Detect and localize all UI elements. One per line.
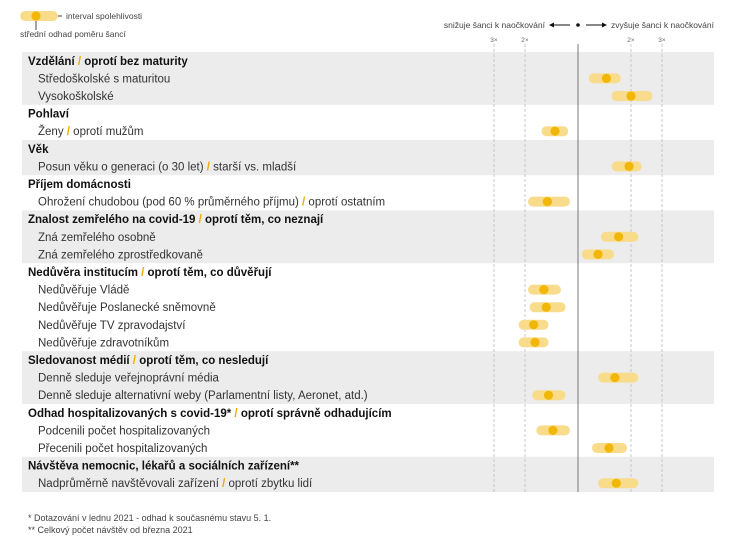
forest-plot: 3× 2× 2× 3× snižuje šanci k naočkování zvyšuj… <box>22 20 715 492</box>
group-label: Návštěva nemocnic, lékařů a sociálních z… <box>28 461 300 473</box>
row-label: Vysokoškolské <box>38 91 114 103</box>
row-label: Přecenili počet hospitalizovaných <box>38 443 207 455</box>
tick-label: 3× <box>490 37 498 44</box>
left-arrowhead <box>549 22 554 28</box>
row-label: Podcenili počet hospitalizovaných <box>38 425 210 437</box>
center-dot <box>576 23 580 27</box>
odds-ratio-estimate <box>610 373 620 383</box>
odds-ratio-estimate <box>626 91 636 101</box>
row-label: Nadprůměrně navštěvovali zařízení / opro… <box>38 478 313 490</box>
odds-ratio-estimate <box>613 232 624 242</box>
row-label: Zná zemřelého osobně <box>38 232 156 244</box>
footnote-1: * Dotazování v lednu 2021 - odhad k souč… <box>28 513 272 523</box>
odds-ratio-estimate <box>543 390 554 400</box>
odds-ratio-estimate <box>548 425 558 435</box>
row-label: Nedůvěřuje TV zpravodajství <box>38 320 186 332</box>
footnote-2: ** Celkový počet návštěv od března 2021 <box>28 525 193 535</box>
legend-estimate-swatch <box>31 11 41 21</box>
odds-ratio-estimate <box>539 285 549 295</box>
right-arrowhead <box>602 22 607 28</box>
odds-ratio-estimate <box>541 302 551 312</box>
group-label: Vzdělání / oprotí bez maturity <box>28 56 188 68</box>
legend-interval-label: interval spolehlivosti <box>66 11 142 21</box>
row-label: Ženy / oprotí mužům <box>38 125 143 138</box>
group-label: Odhad hospitalizovaných s covid-19* / op… <box>28 408 392 420</box>
row-label: Zná zemřelého zprostředkovaně <box>38 249 203 261</box>
odds-ratio-estimate <box>542 197 552 207</box>
row-label: Nedůvěřuje Vládě <box>38 285 129 297</box>
group-band <box>22 456 714 492</box>
odds-ratio-estimate <box>550 126 560 136</box>
tick-label: 3× <box>658 37 666 44</box>
group-label: Věk <box>28 144 49 156</box>
legend-estimate-label: střední odhad poměru šancí <box>20 29 126 39</box>
group-label: Pohlaví <box>28 109 70 121</box>
legend: interval spolehlivosti střední odhad pom… <box>20 11 142 39</box>
group-label: Příjem domácnosti <box>28 179 131 191</box>
row-label: Denně sleduje veřejnoprávní média <box>38 373 220 385</box>
row-label: Denně sleduje alternativní weby (Parlame… <box>38 390 368 402</box>
direction-left-label: snižuje šanci k naočkování <box>444 20 546 30</box>
group-label: Sledovanost médií / oprotí těm, co nesle… <box>28 355 269 367</box>
group-label: Nedůvěra institucím / oprotí těm, co dův… <box>28 267 272 279</box>
odds-ratio-estimate <box>624 161 634 171</box>
odds-ratio-estimate <box>529 320 539 330</box>
tick-label: 2× <box>627 37 635 44</box>
row-label: Ohrožení chudobou (pod 60 % průměrného p… <box>38 197 385 209</box>
row-label: Nedůvěřuje zdravotníkům <box>38 337 169 349</box>
odds-ratio-estimate <box>604 443 614 453</box>
odds-ratio-estimate <box>593 249 603 259</box>
odds-ratio-estimate <box>611 478 621 488</box>
group-label: Znalost zemřelého na covid-19 / oprotí t… <box>28 214 324 226</box>
direction-right-label: zvyšuje šanci k naočkování <box>611 20 715 30</box>
row-label: Posun věku o generaci (o 30 let) / starš… <box>38 161 297 173</box>
odds-ratio-estimate <box>530 337 540 347</box>
tick-label: 2× <box>521 37 529 44</box>
group-band <box>22 140 714 176</box>
odds-ratio-estimate <box>601 73 612 83</box>
row-label: Středoškolské s maturitou <box>38 73 170 85</box>
row-label: Nedůvěřuje Poslanecké sněmovně <box>38 302 216 314</box>
